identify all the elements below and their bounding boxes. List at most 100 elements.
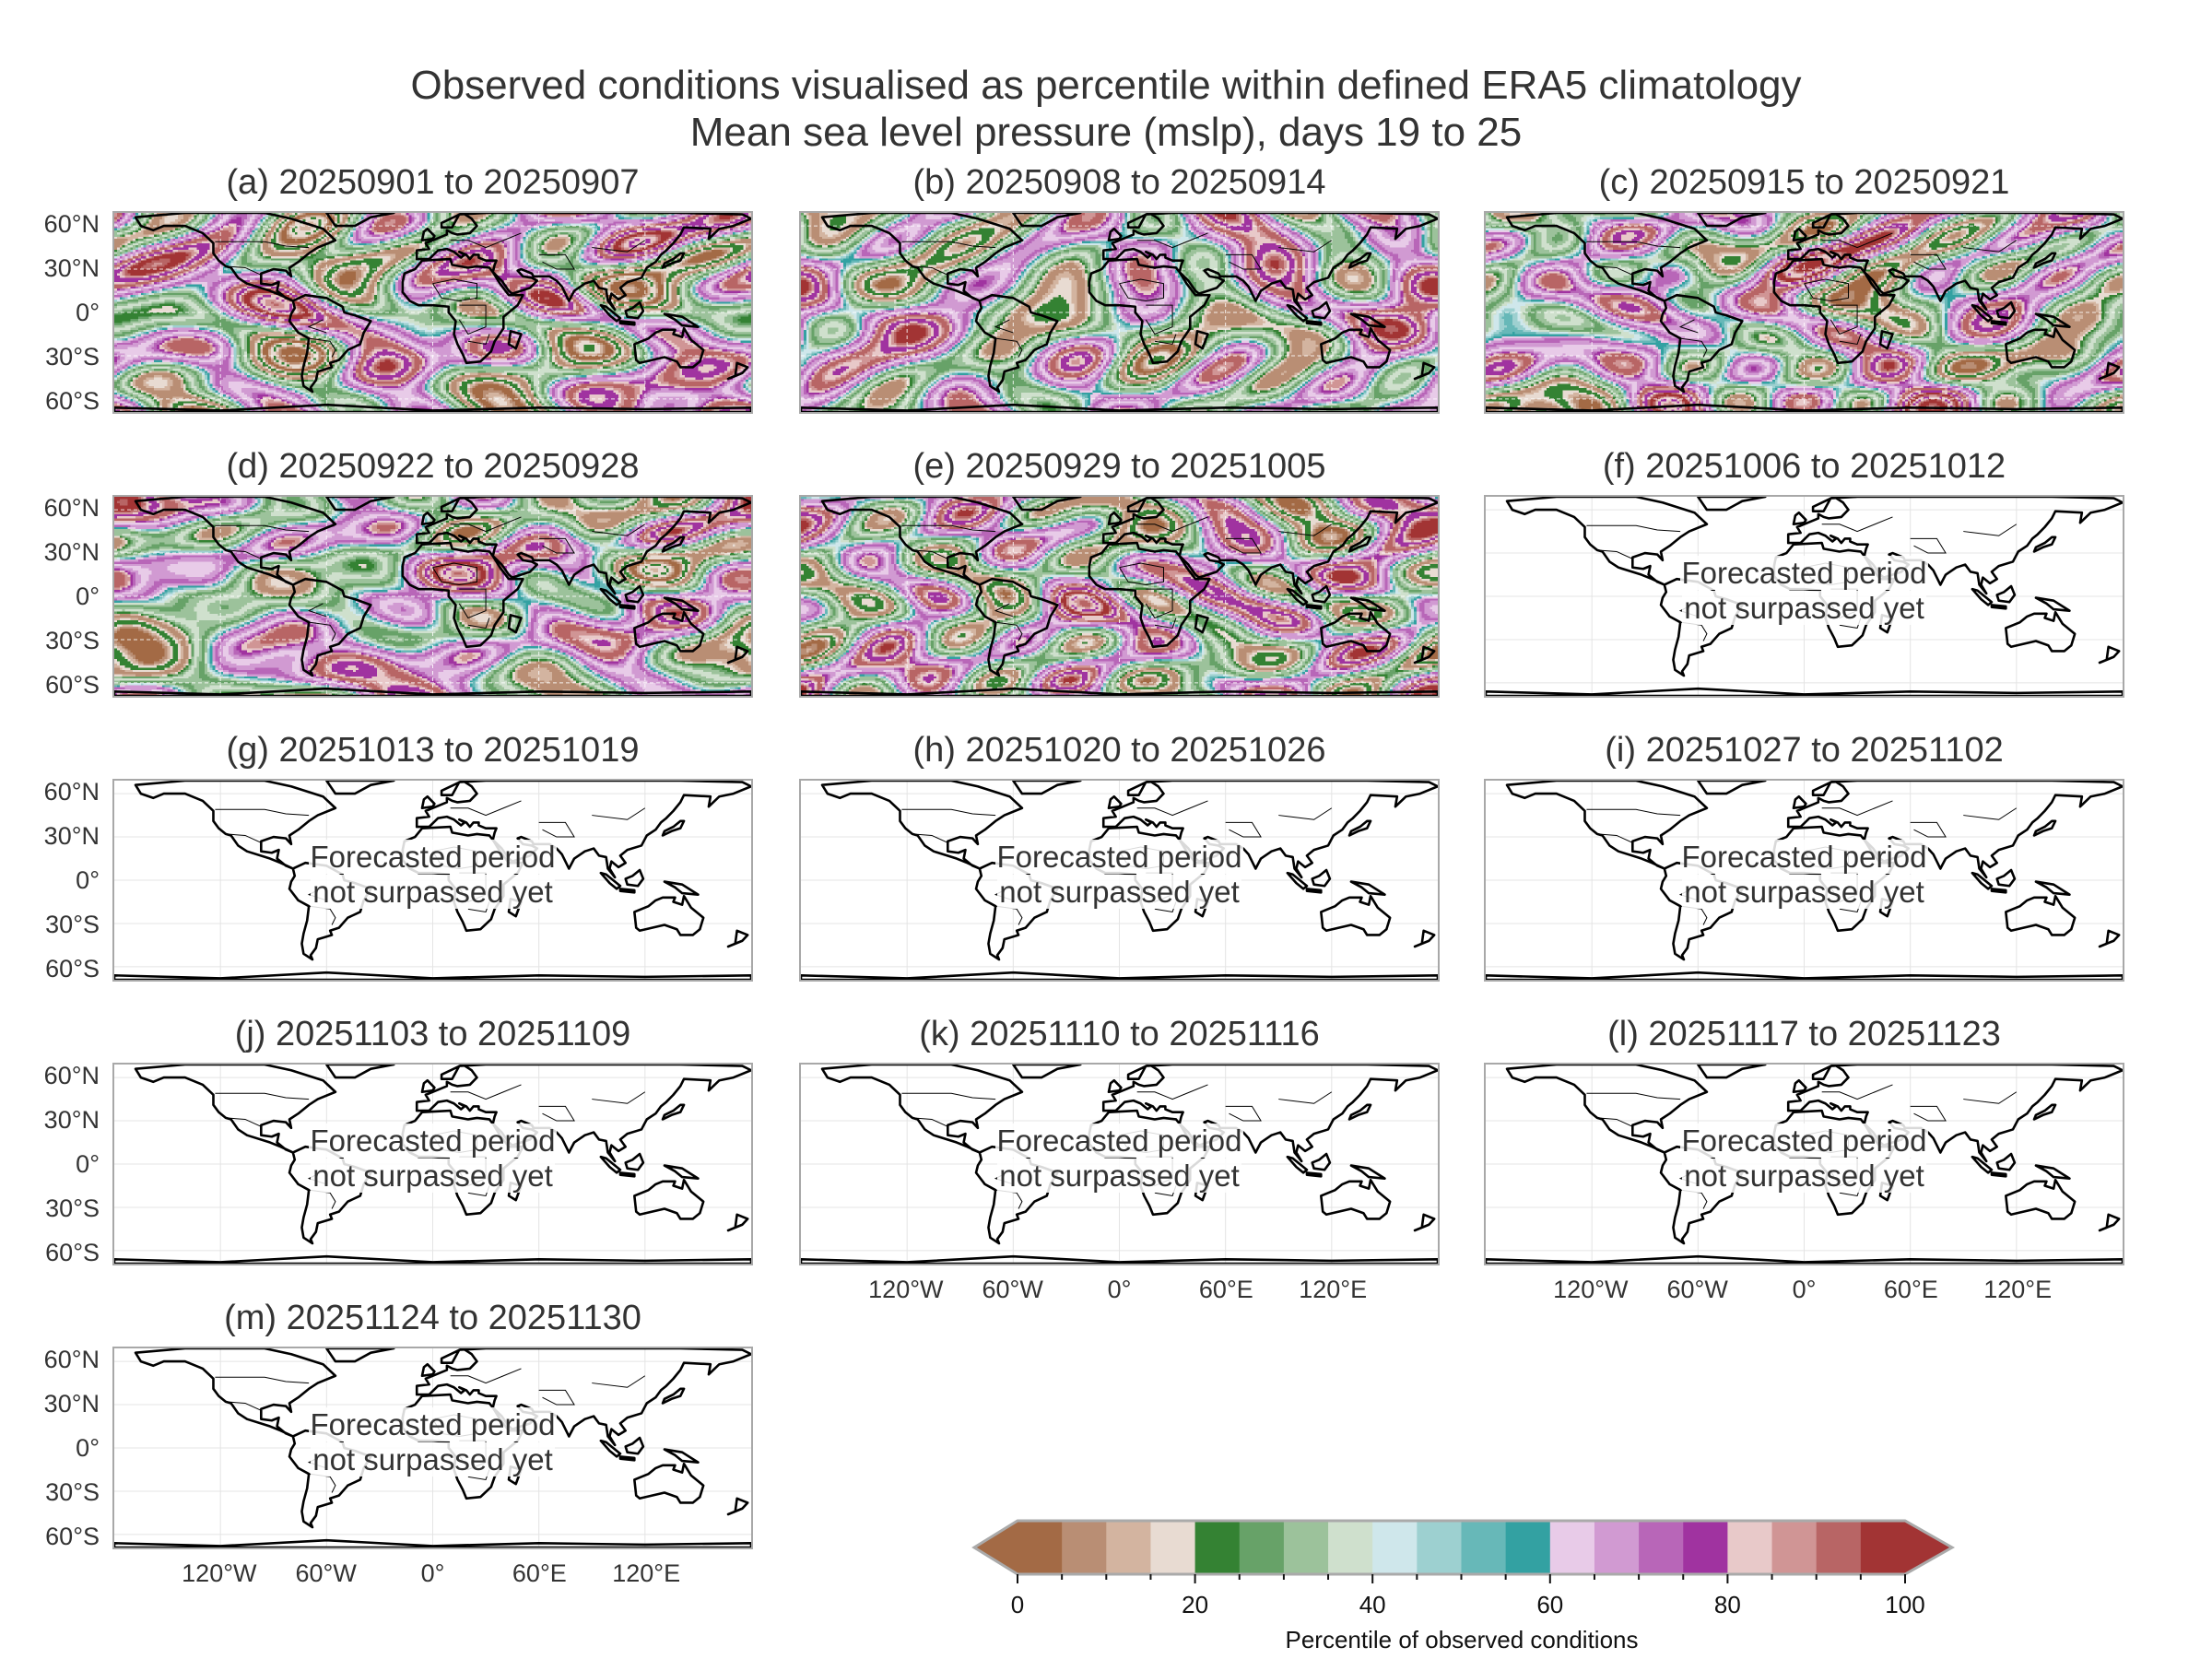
coastline: [801, 405, 1438, 412]
coastline: [326, 781, 394, 794]
coastline: [1992, 321, 2006, 324]
coastline: [1109, 796, 1121, 808]
country-border: [468, 618, 489, 628]
country-border: [1137, 517, 1208, 532]
colorbar-segment: [1062, 1521, 1107, 1574]
forecast-note: Forecasted period not surpassed yet: [1486, 840, 2123, 910]
lon-tick-label: 0°: [420, 1559, 445, 1587]
coastline: [326, 1348, 394, 1361]
country-border: [901, 809, 995, 815]
colorbar-segment: [1860, 1521, 1906, 1574]
coastline: [1288, 589, 1307, 605]
forecast-note-line1: Forecasted period: [1679, 1124, 1929, 1158]
coastline: [601, 873, 620, 888]
country-border: [901, 1093, 995, 1099]
lat-tick-label: 60°S: [45, 1522, 100, 1550]
country-border: [995, 320, 1013, 333]
coastline: [1794, 1080, 1806, 1092]
coastline: [1109, 1080, 1121, 1092]
country-border: [901, 241, 995, 247]
country-border: [451, 517, 522, 532]
coastline: [422, 1080, 434, 1092]
country-border: [215, 809, 309, 815]
country-border: [995, 338, 1022, 357]
country-border: [1963, 524, 2017, 536]
coastline: [135, 213, 335, 300]
lat-tick-label: 30°S: [45, 1194, 100, 1222]
coastline: [417, 1065, 751, 1161]
coastline: [1486, 972, 2123, 980]
coastline: [326, 213, 394, 226]
coastlines: [1486, 213, 2123, 412]
coastline: [1997, 586, 2015, 602]
colorbar-segment: [1194, 1521, 1241, 1574]
country-border: [1278, 524, 1332, 536]
coastline: [728, 647, 747, 663]
lat-tick-label: 60°S: [45, 386, 100, 415]
country-border: [1226, 1106, 1261, 1121]
coastline: [1698, 1065, 1765, 1077]
coastline: [1089, 543, 1210, 647]
lat-tick-label: 30°S: [45, 342, 100, 371]
coastline: [626, 1438, 643, 1453]
country-border: [1226, 822, 1261, 837]
coastlines: [801, 1065, 1438, 1264]
colorbar-segment: [1683, 1521, 1728, 1574]
country-border: [1822, 233, 1893, 248]
coastline: [1321, 328, 1390, 367]
coastline: [1013, 497, 1080, 510]
map-panel: [799, 495, 1440, 698]
country-border: [1155, 618, 1176, 628]
country-border: [1120, 279, 1164, 300]
map-panel: Forecasted period not surpassed yet: [799, 779, 1440, 982]
coastline: [1288, 305, 1307, 321]
country-border: [592, 241, 645, 253]
coastline: [1109, 512, 1121, 524]
country-border: [1911, 1106, 1946, 1121]
country-border: [451, 801, 522, 816]
coastline: [620, 1172, 634, 1176]
coastline: [1307, 888, 1321, 892]
colorbar-segment: [1594, 1521, 1640, 1574]
colorbar-segment: [1150, 1521, 1196, 1574]
forecast-note-line1: Forecasted period: [1679, 840, 1929, 874]
coastline: [422, 796, 434, 808]
country-border: [912, 266, 947, 275]
coastline: [728, 931, 747, 947]
country-border: [1805, 279, 1849, 300]
panel-title: (a) 20250901 to 20250907: [226, 163, 640, 202]
country-border: [433, 279, 477, 300]
country-border: [912, 1118, 947, 1126]
coastline: [1486, 405, 2123, 412]
map-panel: Forecasted period not surpassed yet: [1484, 1063, 2124, 1265]
lon-tick-label: 60°E: [512, 1559, 567, 1587]
coastline: [1288, 1157, 1307, 1172]
forecast-note: Forecasted period not surpassed yet: [801, 1124, 1438, 1194]
coastline: [2034, 537, 2055, 552]
country-border: [309, 604, 326, 617]
colorbar-segment: [1549, 1521, 1595, 1574]
lon-tick-label: 60°E: [1198, 1276, 1253, 1303]
coastline: [1312, 1154, 1330, 1170]
country-border: [1822, 801, 1893, 816]
coastline: [326, 497, 394, 510]
colorbar-segment: [1018, 1521, 1063, 1574]
lat-tick-label: 0°: [76, 1434, 100, 1462]
coastline: [1312, 302, 1330, 318]
coastline: [289, 579, 371, 676]
country-border: [1278, 1092, 1332, 1104]
panel-title: (i) 20251027 to 20251102: [1605, 731, 2004, 770]
coastline: [1321, 896, 1390, 935]
country-border: [226, 266, 261, 275]
coastline: [1992, 1172, 2006, 1176]
lon-tick-label: 60°W: [295, 1559, 357, 1587]
colorbar-segment: [1816, 1521, 1862, 1574]
lon-tick-label: 120°W: [182, 1559, 257, 1587]
country-border: [459, 589, 486, 618]
coastline: [2006, 328, 2075, 367]
coastline: [1507, 781, 1707, 868]
coastline: [1103, 497, 1438, 594]
coastline: [2036, 598, 2069, 611]
coastline: [1349, 253, 1371, 268]
map-panel: Forecasted period not surpassed yet: [1484, 495, 2124, 698]
